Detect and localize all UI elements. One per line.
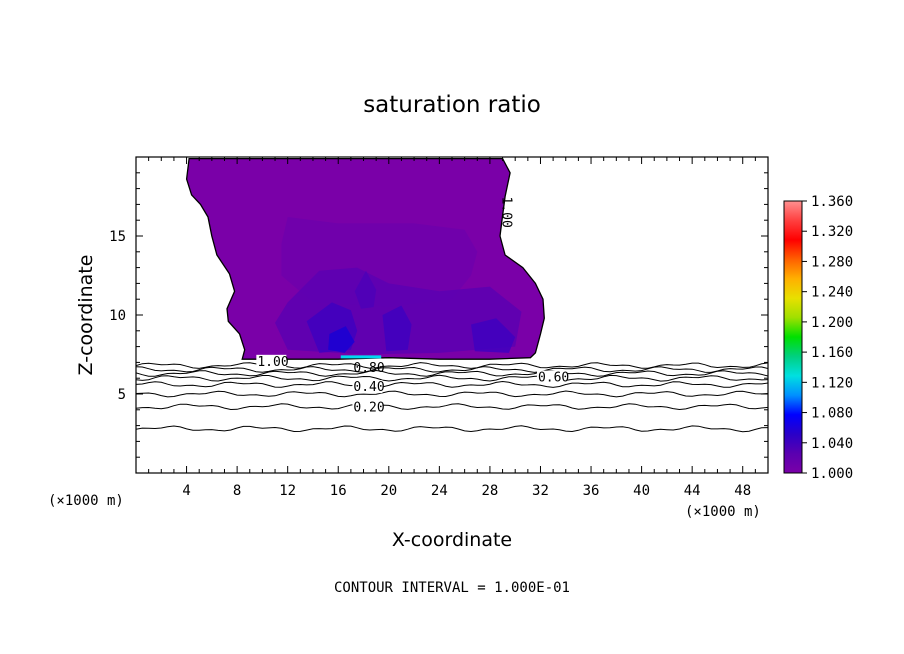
contour-line: [136, 366, 768, 373]
contour-label-bg: [256, 354, 287, 368]
colorbar-tick-label: 1.000: [811, 466, 853, 482]
x-axis: 4 8 12 16 20 24 28 32 36 40 44 48: [148, 157, 756, 499]
cloud-contour-band: [471, 318, 516, 353]
contour-label: 1.00: [257, 355, 288, 370]
contour-label-bg: [352, 400, 383, 414]
contour-label: 0.60: [538, 371, 569, 386]
cloud-contour-band: [354, 270, 377, 309]
cloud-fill: [185, 157, 545, 360]
x-tick-label: 4: [182, 483, 190, 499]
x-tick-label: 36: [583, 483, 600, 499]
contour-label-bg: [536, 370, 567, 384]
x-unit-left: (×1000 m): [48, 493, 124, 509]
colorbar-gradient: [783, 200, 803, 474]
colorbar-tick-label: 1.200: [811, 315, 853, 331]
x-unit-right: (×1000 m): [685, 504, 761, 520]
x-tick-label: 16: [330, 483, 347, 499]
y-tick-label: 5: [118, 387, 126, 403]
y-axis-label: Z-coordinate: [75, 255, 97, 376]
x-tick-label: 28: [481, 483, 498, 499]
chart-title: saturation ratio: [363, 92, 541, 118]
contour-label: 0.20: [353, 401, 384, 416]
contour-line: [136, 403, 768, 411]
contour-lines: [136, 362, 768, 433]
x-tick-label: 8: [233, 483, 241, 499]
y-tick-label: 15: [109, 229, 126, 245]
x-axis-label: X-coordinate: [392, 529, 512, 551]
colorbar-tick-label: 1.120: [811, 375, 853, 391]
contour-line: [136, 374, 768, 382]
x-tick-label: 44: [684, 483, 701, 499]
plot-area: 1.00 1.00 0.80 0.60 0.40 0.20: [135, 156, 769, 474]
contour-line: [136, 425, 768, 433]
contour-label: 0.80: [353, 361, 384, 376]
contour-line: [136, 362, 768, 369]
contour-line: [136, 369, 768, 377]
contour-interval-footer: CONTOUR INTERVAL = 1.000E-01: [334, 580, 570, 596]
contour-line: [136, 390, 768, 398]
cloud-contour-band: [382, 305, 412, 352]
y-tick-label: 10: [109, 308, 126, 324]
x-tick-label: 12: [279, 483, 296, 499]
colorbar: 1.360 1.320 1.280 1.240 1.200 1.160 1.120 1.080…: [783, 194, 853, 482]
x-tick-label: 32: [532, 483, 549, 499]
cloud-contour-band: [328, 326, 355, 353]
colorbar-tick-label: 1.240: [811, 285, 853, 301]
x-tick-label: 48: [734, 483, 751, 499]
colorbar-tick-label: 1.160: [811, 345, 853, 361]
colorbar-tick-label: 1.040: [811, 436, 853, 452]
contour-label: 0.40: [353, 380, 384, 395]
contour-line: [136, 380, 768, 388]
colorbar-tick-label: 1.280: [811, 254, 853, 270]
colorbar-tick-label: 1.360: [811, 194, 853, 210]
colorbar-ticks: 1.360 1.320 1.280 1.240 1.200 1.160 1.120 1.080…: [802, 194, 853, 482]
x-tick-label: 40: [633, 483, 650, 499]
contour-labels: 1.00 1.00 0.80 0.60 0.40 0.20: [256, 197, 569, 416]
y-axis: 5 10 15: [109, 172, 768, 458]
contour-label-bg: [352, 380, 383, 394]
colorbar-tick-label: 1.320: [811, 224, 853, 240]
x-tick-label: 24: [431, 483, 448, 499]
x-tick-label: 20: [380, 483, 397, 499]
contour-label: 1.00: [499, 197, 514, 228]
colorbar-tick-label: 1.080: [811, 406, 853, 422]
